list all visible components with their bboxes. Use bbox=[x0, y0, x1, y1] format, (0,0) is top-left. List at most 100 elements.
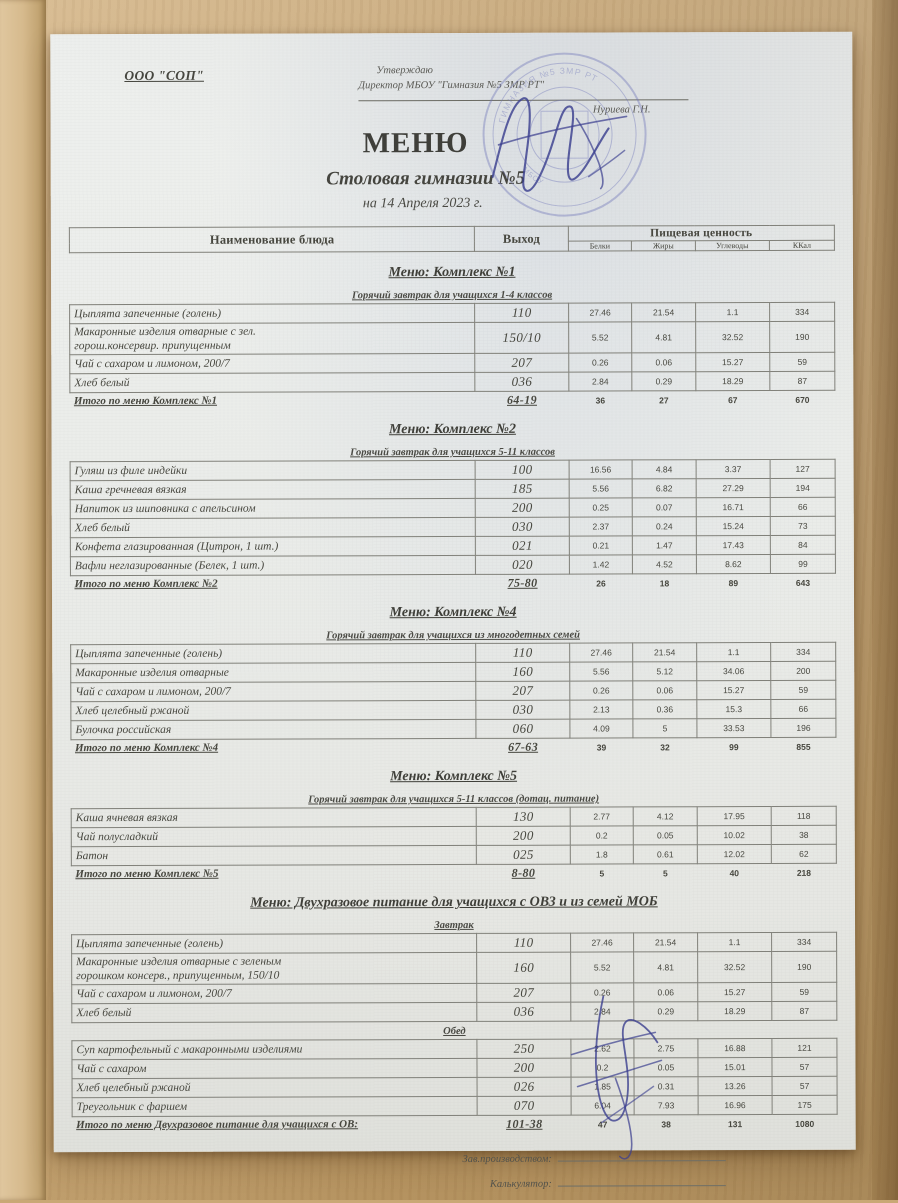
cell-carbs: 15.27 bbox=[695, 352, 770, 372]
cell-protein: 6.04 bbox=[570, 1095, 635, 1116]
cell-kcal: 87 bbox=[769, 371, 835, 391]
cell-protein: 16.56 bbox=[568, 459, 633, 480]
section-subtitle: Горячий завтрак для учащихся 5-11 классо… bbox=[350, 446, 555, 459]
cell-dish-name: Чай с сахаром и лимоном, 200/7 bbox=[69, 353, 476, 374]
cell-fat: 0.36 bbox=[633, 699, 697, 719]
cell-kcal: 66 bbox=[770, 497, 836, 517]
cell-output: 110 bbox=[475, 303, 569, 323]
calculator-signature-line[interactable] bbox=[557, 1175, 726, 1187]
cell-fat: 18 bbox=[632, 573, 697, 592]
cell-dish-name: Суп картофельный с макаронными изделиями bbox=[71, 1039, 478, 1060]
cell-protein: 0.26 bbox=[569, 680, 634, 701]
table-row: Гуляш из филе индейки 100 16.56 4.84 3.37 127 bbox=[70, 459, 836, 481]
cell-output: 025 bbox=[476, 845, 571, 865]
cell-kcal: 670 bbox=[769, 390, 835, 409]
cell-carbs: 99 bbox=[696, 737, 772, 756]
cell-fat: 21.54 bbox=[631, 302, 696, 322]
cell-carbs: 15.27 bbox=[696, 680, 771, 700]
section-subtitle: Горячий завтрак для учащихся 1-4 классов bbox=[351, 289, 553, 302]
table-row: Цыплята запеченные (голень) 110 27.46 21.54… bbox=[69, 302, 835, 324]
cell-carbs: 12.02 bbox=[697, 844, 772, 864]
cell-dish-name: Конфета глазированная (Цитрон, 1 шт.) bbox=[70, 536, 476, 557]
cell-fat: 5 bbox=[633, 863, 698, 882]
section-title: Меню: Комплекс №5 bbox=[390, 768, 518, 785]
cell-dish-name: Вафли неглазированные (Белек, 1 шт.) bbox=[70, 555, 476, 576]
cell-output: 207 bbox=[477, 983, 571, 1003]
col-header-protein: Белки bbox=[568, 240, 632, 252]
table-row: Вафли неглазированные (Белек, 1 шт.) 020 1… bbox=[70, 554, 836, 576]
table-row: Хлеб целебный ржаной 026 1.85 0.31 13.26 57 bbox=[72, 1076, 838, 1098]
cell-fat: 1.47 bbox=[632, 535, 697, 555]
menu-date: на 14 Апреля 2023 г. bbox=[362, 195, 483, 212]
cell-kcal: 62 bbox=[771, 844, 837, 864]
cell-dish-name: Итого по меню Двухразовое питание для уч… bbox=[72, 1115, 478, 1135]
cell-protein: 1.8 bbox=[570, 844, 634, 865]
cell-dish-name: Каша гречневая вязкая bbox=[70, 479, 476, 500]
cell-dish-name: Чай с сахаром и лимоном, 200/7 bbox=[71, 983, 478, 1004]
cell-kcal: 57 bbox=[772, 1057, 838, 1077]
ovz-breakfast-table: Цыплята запеченные (голень) 110 27.46 21.54… bbox=[71, 932, 837, 1023]
cell-carbs: 17.95 bbox=[696, 806, 772, 826]
cell-output: 101-38 bbox=[477, 1115, 571, 1133]
cell-carbs: 1.1 bbox=[695, 302, 770, 322]
cell-carbs: 13.26 bbox=[697, 1076, 773, 1096]
table-row: Каша гречневая вязкая 185 5.56 6.82 27.29 194 bbox=[70, 478, 836, 500]
cell-fat: 21.54 bbox=[632, 642, 697, 662]
cell-carbs: 89 bbox=[696, 573, 771, 592]
cell-output: 060 bbox=[476, 719, 570, 739]
cell-carbs: 15.3 bbox=[696, 699, 771, 719]
cell-output: 250 bbox=[477, 1039, 571, 1059]
col-header-carbs: Углеводы bbox=[695, 240, 770, 251]
cell-fat: 32 bbox=[633, 737, 697, 756]
calculator-label: Калькулятор: bbox=[489, 1178, 552, 1190]
table-row: Треугольник с фаршем 070 6.04 7.93 16.96 175 bbox=[72, 1095, 838, 1117]
cell-carbs: 10.02 bbox=[696, 825, 772, 845]
menu-section: Меню: Комплекс №1 Горячий завтрак для уча… bbox=[69, 264, 835, 411]
cell-output: 75-80 bbox=[475, 574, 570, 592]
table-row: Чай с сахаром 200 0.2 0.05 15.01 57 bbox=[71, 1057, 838, 1079]
menu-table: Цыплята запеченные (голень) 110 27.46 21.54… bbox=[70, 642, 837, 758]
approval-name: Нуриева Г.Н. bbox=[358, 99, 689, 119]
cell-protein: 2.37 bbox=[568, 516, 633, 537]
cell-kcal: 190 bbox=[769, 321, 835, 353]
cell-kcal: 194 bbox=[770, 478, 836, 498]
cell-carbs: 40 bbox=[697, 863, 772, 882]
cell-output: 160 bbox=[476, 662, 570, 682]
ovz-lunch-table: Суп картофельный с макаронными изделиями… bbox=[71, 1038, 838, 1135]
cell-protein: 1.42 bbox=[569, 554, 633, 575]
cell-fat: 21.54 bbox=[633, 932, 698, 952]
document-header: ООО "СОП" Утверждаю Директор МБОУ "Гимна… bbox=[68, 62, 834, 130]
cell-protein: 5 bbox=[570, 863, 634, 882]
cell-fat: 0.31 bbox=[634, 1076, 698, 1096]
table-row: Чай с сахаром и лимоном, 200/7 207 0.26 0.0… bbox=[70, 680, 836, 702]
production-head-label: Зав.производством: bbox=[462, 1153, 552, 1166]
cell-protein: 47 bbox=[570, 1114, 635, 1133]
cell-carbs: 16.96 bbox=[697, 1095, 773, 1115]
col-header-output: Выход bbox=[474, 226, 569, 252]
table-total-row: Итого по меню Комплекс №2 75-80 26 18 89 643 bbox=[70, 573, 836, 594]
cell-protein: 0.25 bbox=[568, 497, 633, 518]
cell-dish-name: Чай полусладкий bbox=[71, 826, 477, 847]
table-total-row: Итого по меню Комплекс №4 67-63 39 32 99 855 bbox=[70, 737, 837, 758]
cell-fat: 6.82 bbox=[632, 478, 696, 498]
cell-dish-name: Чай с сахаром и лимоном, 200/7 bbox=[70, 681, 477, 702]
table-row: Хлеб целебный ржаной 030 2.13 0.36 15.3 66 bbox=[70, 699, 836, 721]
table-row: Макаронные изделия отварные 160 5.56 5.12 34… bbox=[70, 661, 836, 683]
cell-carbs: 15.01 bbox=[697, 1057, 773, 1077]
cell-output: 200 bbox=[477, 1058, 571, 1078]
section-title: Меню: Комплекс №1 bbox=[388, 264, 516, 281]
cell-fat: 5.12 bbox=[632, 661, 697, 681]
table-total-row: Итого по меню Комплекс №1 64-19 36 27 67 670 bbox=[69, 390, 835, 411]
cell-dish-name: Гуляш из филе индейки bbox=[70, 460, 476, 481]
production-head-signature-line[interactable] bbox=[557, 1150, 726, 1162]
cell-carbs: 1.1 bbox=[697, 932, 772, 952]
col-header-kcal: ККал bbox=[769, 240, 835, 251]
cell-output: 036 bbox=[475, 372, 569, 392]
cell-fat: 0.61 bbox=[633, 844, 698, 864]
cell-dish-name: Батон bbox=[71, 845, 477, 866]
cell-kcal: 66 bbox=[770, 699, 836, 719]
cell-carbs: 18.29 bbox=[695, 371, 770, 391]
cell-fat: 0.29 bbox=[632, 371, 696, 391]
cell-output: 110 bbox=[477, 933, 571, 953]
cell-output: 200 bbox=[475, 498, 569, 518]
